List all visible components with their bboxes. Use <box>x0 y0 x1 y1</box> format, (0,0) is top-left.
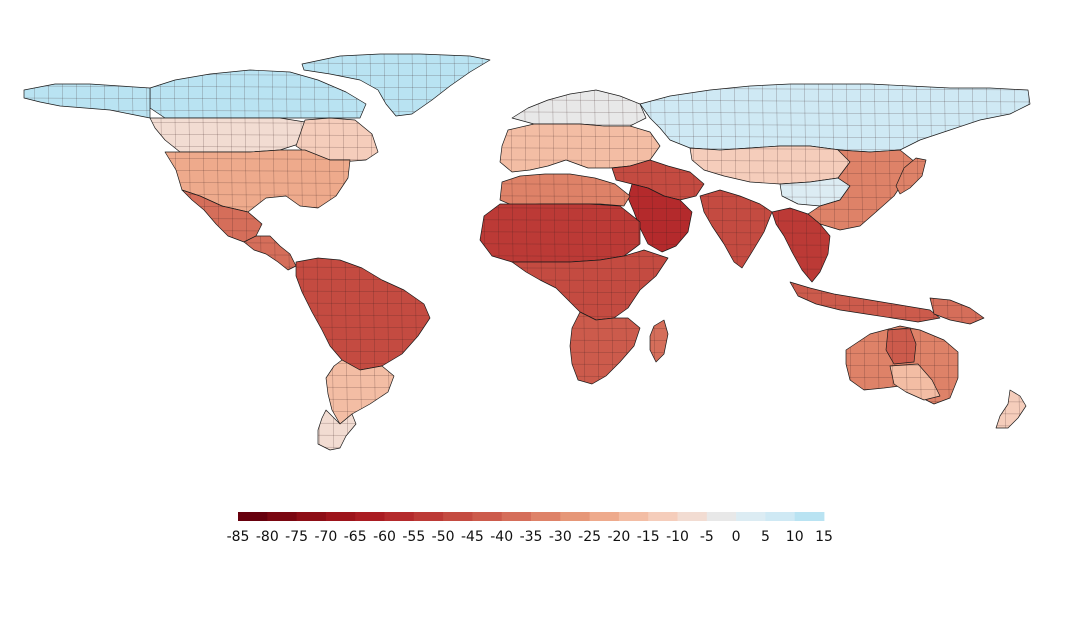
region-central-africa <box>511 249 669 321</box>
colorbar-tick-label: -50 <box>432 529 455 545</box>
colorbar-swatch <box>325 512 356 521</box>
colorbar-swatch <box>794 512 825 521</box>
colorbar-tick-label: -35 <box>520 529 543 545</box>
colorbar-tick-label: -15 <box>637 529 660 545</box>
colorbar-swatch <box>765 512 796 521</box>
colorbar-tick-label: -20 <box>607 529 630 545</box>
colorbar-tick-label: -5 <box>700 529 714 545</box>
region-central-america <box>243 235 297 271</box>
colorbar-swatch <box>706 512 737 521</box>
colorbar-swatch <box>472 512 503 521</box>
colorbar-tick-label: -25 <box>578 529 601 545</box>
region-north-africa <box>499 173 631 207</box>
colorbar-tick-label: -75 <box>285 529 308 545</box>
region-indonesia <box>789 281 941 323</box>
colorbar-swatch <box>355 512 385 521</box>
colorbar-tick-label: -70 <box>314 529 337 545</box>
region-china <box>807 149 916 231</box>
colorbar-tick-label: -85 <box>227 529 250 545</box>
colorbar-swatch <box>413 512 444 521</box>
colorbar-tick-label: -45 <box>461 529 484 545</box>
region-sahel <box>479 203 641 263</box>
colorbar-swatch <box>589 512 620 521</box>
colorbar-tick-label: -60 <box>373 529 396 545</box>
region-madagascar <box>649 319 669 363</box>
colorbar-swatch <box>501 512 532 521</box>
colorbar-swatch <box>560 512 590 521</box>
colorbar-swatch <box>648 512 678 521</box>
colorbar-tick-label: -80 <box>256 529 279 545</box>
region-greenland <box>301 53 491 117</box>
region-central-asia <box>689 145 851 185</box>
colorbar-swatch <box>736 512 766 521</box>
colorbar-swatch <box>238 512 268 521</box>
region-japan <box>895 157 927 195</box>
colorbar-tick-label: 10 <box>786 529 804 545</box>
colorbar-tick-label: -10 <box>666 529 689 545</box>
colorbar-tick-label: 15 <box>815 529 833 545</box>
colorbar-legend: -85 -80 -75 -70 -65 -60 -55 -50 -45 -40 -35 -30 -25-… <box>227 512 833 545</box>
colorbar-swatch <box>618 512 649 521</box>
region-arabia <box>627 183 693 253</box>
colorbar-tick-label: -40 <box>490 529 513 545</box>
colorbar-tick-label: -55 <box>402 529 425 545</box>
colorbar-swatch <box>443 512 473 521</box>
colorbar-tick-label: -65 <box>344 529 367 545</box>
region-south-australia <box>889 363 941 401</box>
colorbar-swatch <box>677 512 708 521</box>
region-russia <box>639 83 1031 153</box>
region-northern-south-america <box>295 257 431 371</box>
region-new-zealand <box>995 389 1027 429</box>
region-southern-africa <box>569 311 641 385</box>
colorbar-tick-label: 0 <box>732 529 741 545</box>
colorbar-tick-label: -30 <box>549 529 572 545</box>
colorbar-swatch <box>384 512 415 521</box>
colorbar-swatch <box>531 512 561 521</box>
colorbar-swatch <box>267 512 297 521</box>
colorbar-swatches <box>238 512 825 521</box>
region-india <box>699 189 773 269</box>
colorbar-tick-label: 5 <box>761 529 770 545</box>
region-southern-south-america <box>325 359 395 425</box>
colorbar-swatch <box>296 512 327 521</box>
region-central-australia <box>885 327 917 365</box>
colorbar-tick-labels: -85 -80 -75 -70 -65 -60 -55 -50 -45 -40 -35 -30 -25-… <box>227 529 833 545</box>
region-alaska <box>23 83 151 119</box>
region-northern-europe <box>511 89 647 127</box>
